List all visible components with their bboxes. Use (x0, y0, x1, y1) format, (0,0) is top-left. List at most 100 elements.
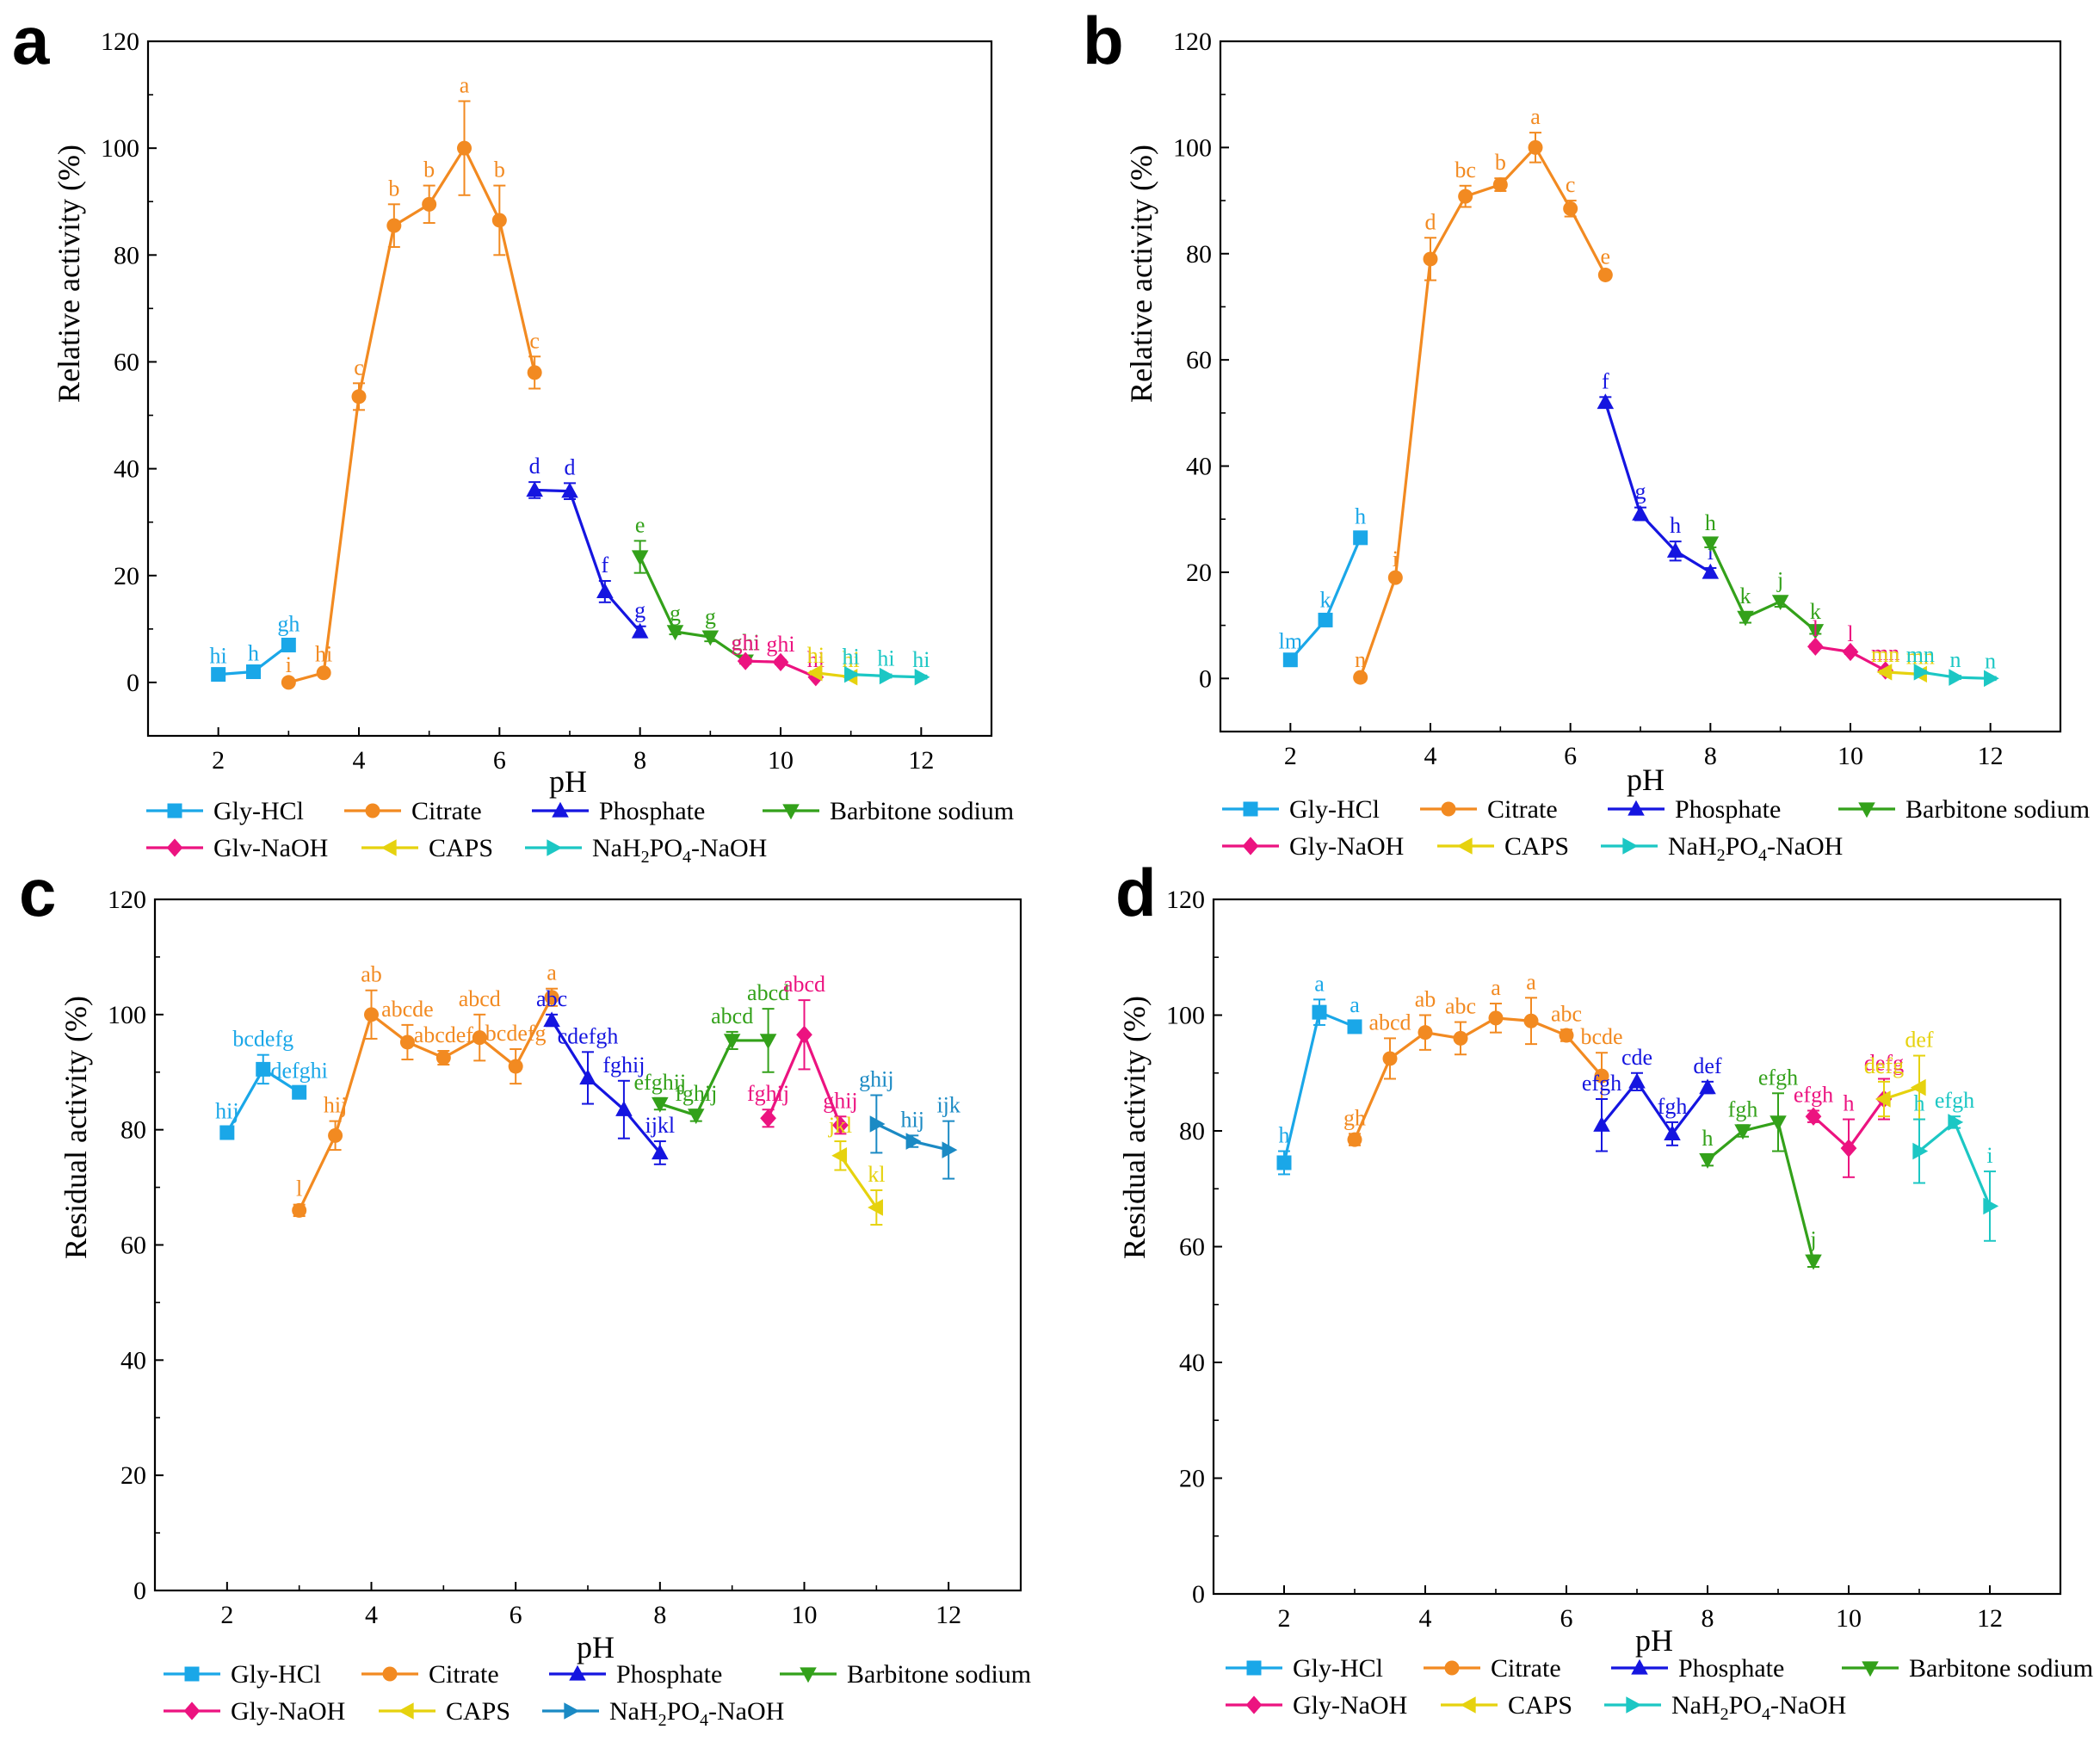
significance-label: a (460, 73, 470, 98)
series-line (639, 556, 747, 663)
data-point (1664, 1125, 1681, 1141)
legend-label: Gly-HCl (213, 797, 304, 825)
legend-marker (1441, 801, 1456, 817)
legend-item: Gly-HCl (1226, 1654, 1383, 1683)
data-point (1597, 393, 1615, 410)
data-point (723, 1034, 741, 1050)
data-point (1594, 1068, 1609, 1084)
y-tick-label: 100 (1173, 133, 1212, 162)
legend-marker (1862, 1661, 1879, 1677)
y-tick-label: 80 (1179, 1117, 1205, 1146)
significance-label: mn (1906, 645, 1935, 670)
data-point (1492, 177, 1508, 193)
legend-label: CAPS (429, 834, 493, 862)
x-tick-label: 6 (1564, 742, 1577, 770)
significance-label: ab (361, 962, 382, 987)
significance-label: k (1740, 584, 1751, 608)
x-tick-label: 4 (1424, 742, 1437, 770)
legend-marker (166, 838, 183, 857)
series-line (1706, 1120, 1815, 1262)
data-point (364, 1007, 379, 1022)
data-point (1949, 669, 1965, 686)
x-tick-label: 2 (1284, 742, 1297, 770)
significance-label: c (354, 355, 364, 380)
data-point (292, 1202, 307, 1218)
data-point (652, 1144, 669, 1160)
series-nah2po4-naoh: hi hi hi (843, 645, 930, 686)
panel-letter-d: d (1115, 855, 1157, 930)
data-point (1593, 1116, 1610, 1132)
significance-label: cdefgh (558, 1023, 619, 1048)
significance-label: hi (843, 647, 860, 672)
series-barbitone-sodium: h k j k (1702, 510, 1825, 639)
data-point (1910, 1078, 1926, 1096)
significance-label: c (529, 328, 540, 353)
series-gly-hcl: hi hgh (210, 611, 300, 682)
data-point (1875, 1090, 1891, 1108)
significance-label: hij (901, 1107, 924, 1132)
significance-label: defg (1864, 1050, 1904, 1075)
y-tick-label: 40 (120, 1346, 146, 1374)
y-tick-label: 100 (101, 134, 139, 163)
legend-item: Phosphate (1608, 795, 1781, 824)
data-point (631, 622, 649, 639)
plot-frame (146, 40, 993, 738)
y-tick-label: 80 (1186, 240, 1212, 269)
legend-item: Barbitone sodium (780, 1660, 1031, 1689)
legend-marker (1456, 837, 1473, 855)
significance-label: fghij (602, 1053, 645, 1078)
x-tick-label: 12 (1978, 742, 2004, 770)
data-point (1628, 1072, 1646, 1089)
series-phosphate: d d f g (526, 454, 649, 639)
legend-marker (547, 839, 563, 856)
significance-label: n (1950, 647, 1961, 672)
data-point (759, 1034, 777, 1050)
significance-label: lm (1279, 629, 1302, 654)
significance-label: d (565, 454, 576, 479)
y-tick-label: 20 (120, 1461, 146, 1490)
legend-item: Citrate (361, 1660, 499, 1689)
y-tick-label: 80 (114, 241, 139, 269)
data-point (1737, 610, 1754, 627)
data-point (386, 218, 402, 233)
data-point (615, 1101, 633, 1116)
significance-label: abcd (459, 986, 501, 1011)
y-tick-label: 80 (120, 1116, 146, 1145)
data-point (760, 1109, 776, 1127)
legend-item: Barbitone sodium (1842, 1654, 2093, 1683)
significance-label: l (1813, 616, 1819, 641)
significance-label: hi (315, 642, 332, 667)
data-point (1318, 612, 1333, 627)
x-tick-label: 10 (768, 746, 794, 775)
significance-label: d (1425, 209, 1436, 234)
panel-c: c 2 4 6 8 10 12020406080100120hijbcdefgdefghi… (19, 855, 1031, 1730)
series-line (550, 1019, 662, 1154)
x-axis-title-d: pH (1635, 1623, 1673, 1658)
series-line (839, 1154, 878, 1208)
significance-label: fgh (1658, 1094, 1688, 1119)
data-point (1702, 563, 1720, 579)
significance-label: gh (277, 611, 300, 636)
legend-item: Barbitone sodium (763, 797, 1014, 825)
legend-item: Citrate (1424, 1654, 1561, 1683)
data-point (701, 630, 720, 646)
legend-marker (398, 1702, 414, 1720)
data-point (422, 196, 437, 212)
data-point (316, 665, 331, 681)
data-point (281, 675, 296, 690)
significance-label: abcde (381, 997, 434, 1022)
data-point (435, 1050, 451, 1065)
data-point (1597, 267, 1613, 282)
x-tick-label: 10 (792, 1601, 818, 1629)
data-point (527, 365, 542, 380)
legend-marker (1460, 1696, 1476, 1714)
legend-item: CAPS (379, 1697, 510, 1726)
data-point (1983, 1197, 1999, 1215)
significance-label: hij (215, 1098, 238, 1123)
y-tick-label: 60 (1179, 1233, 1205, 1262)
data-point (879, 667, 895, 685)
